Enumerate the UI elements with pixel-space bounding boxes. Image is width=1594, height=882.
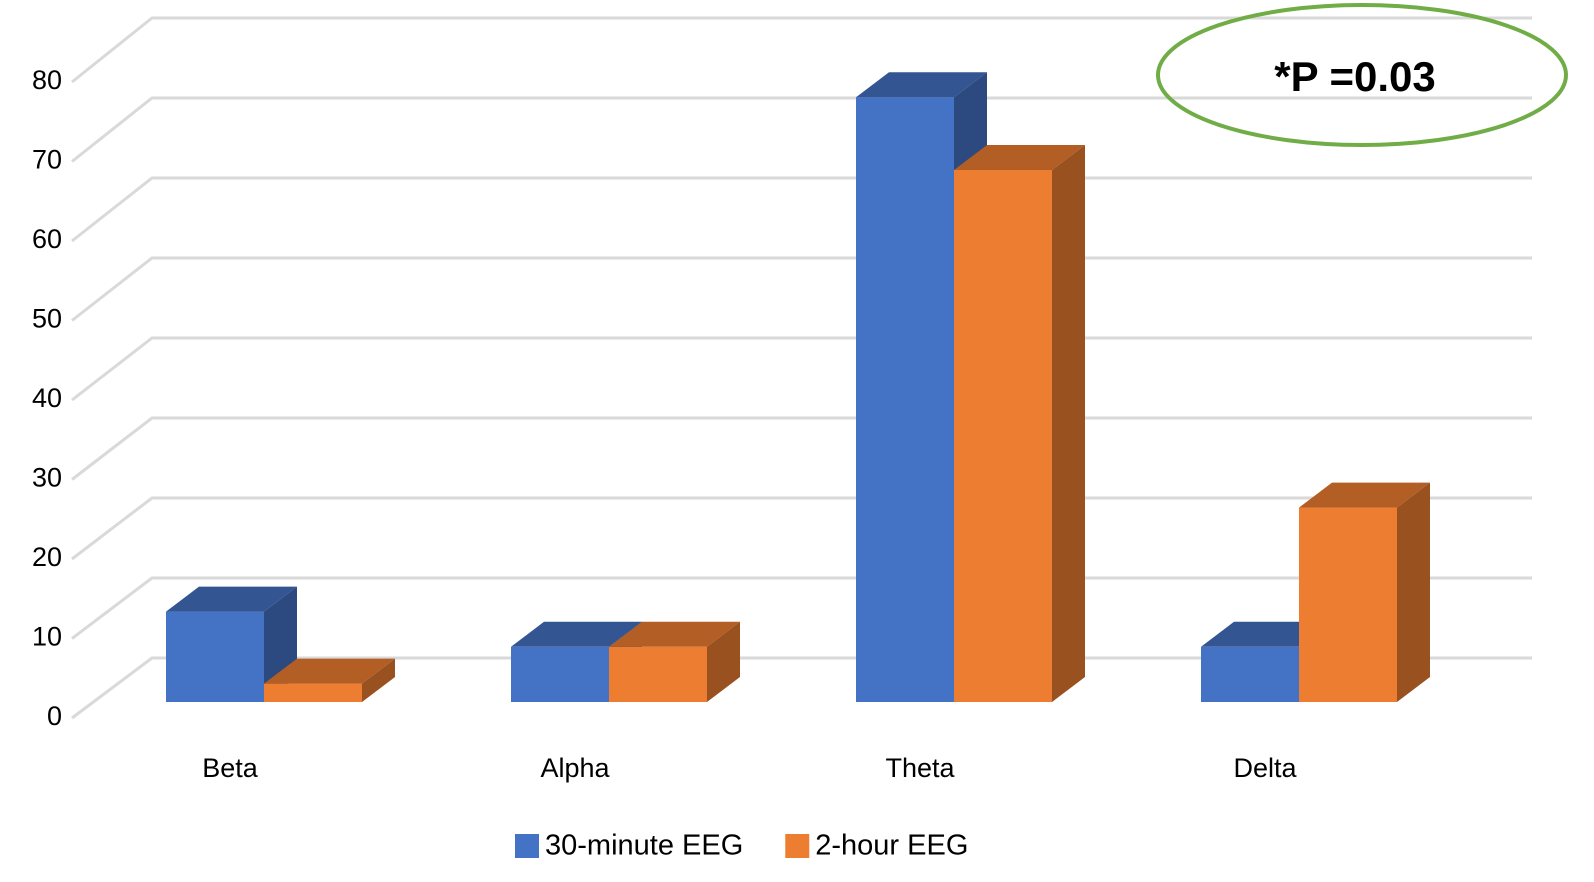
grid-line bbox=[71, 336, 1532, 402]
y-tick-label: 30 bbox=[32, 463, 62, 493]
bar-top bbox=[609, 621, 740, 647]
x-tick-label: Beta bbox=[202, 753, 259, 783]
y-tick-label: 60 bbox=[32, 224, 62, 254]
bar-side bbox=[362, 658, 395, 702]
bar bbox=[1299, 507, 1397, 702]
y-tick-label: 80 bbox=[32, 65, 62, 95]
x-tick-label: Delta bbox=[1233, 753, 1297, 783]
grid-line bbox=[71, 176, 1532, 243]
legend-swatch bbox=[515, 834, 539, 858]
bar-top bbox=[511, 621, 642, 647]
bar bbox=[264, 683, 362, 702]
y-tick-label: 0 bbox=[47, 701, 62, 731]
grid-line bbox=[71, 16, 1532, 84]
y-tick-label: 50 bbox=[32, 304, 62, 334]
bar-side bbox=[707, 621, 740, 702]
bar bbox=[954, 170, 1052, 702]
bar-side bbox=[1052, 145, 1085, 702]
legend-label: 2-hour EEG bbox=[815, 830, 968, 862]
y-tick-label: 70 bbox=[32, 145, 62, 175]
bar bbox=[856, 97, 954, 702]
bar bbox=[609, 646, 707, 702]
bar-top bbox=[166, 586, 297, 612]
y-tick-label: 20 bbox=[32, 542, 62, 572]
annotation-ellipse bbox=[1156, 3, 1568, 147]
grid-line bbox=[71, 256, 1532, 322]
legend-label: 30-minute EEG bbox=[545, 830, 743, 862]
x-tick-label: Alpha bbox=[540, 753, 610, 783]
annotation: *P =0.03 bbox=[1274, 53, 1436, 100]
bar bbox=[511, 646, 609, 702]
bar-top bbox=[954, 145, 1085, 170]
bar-top bbox=[1299, 482, 1430, 508]
legend-swatch bbox=[785, 834, 810, 858]
bar bbox=[166, 611, 264, 702]
bar-top bbox=[264, 658, 395, 684]
bar bbox=[1201, 646, 1299, 702]
y-tick-label: 10 bbox=[32, 622, 62, 652]
bar-top bbox=[856, 72, 987, 98]
x-tick-label: Theta bbox=[885, 753, 955, 783]
bar-side bbox=[1397, 482, 1430, 702]
y-tick-label: 40 bbox=[32, 383, 62, 413]
grid-line bbox=[71, 416, 1532, 481]
grid-line bbox=[71, 96, 1532, 163]
